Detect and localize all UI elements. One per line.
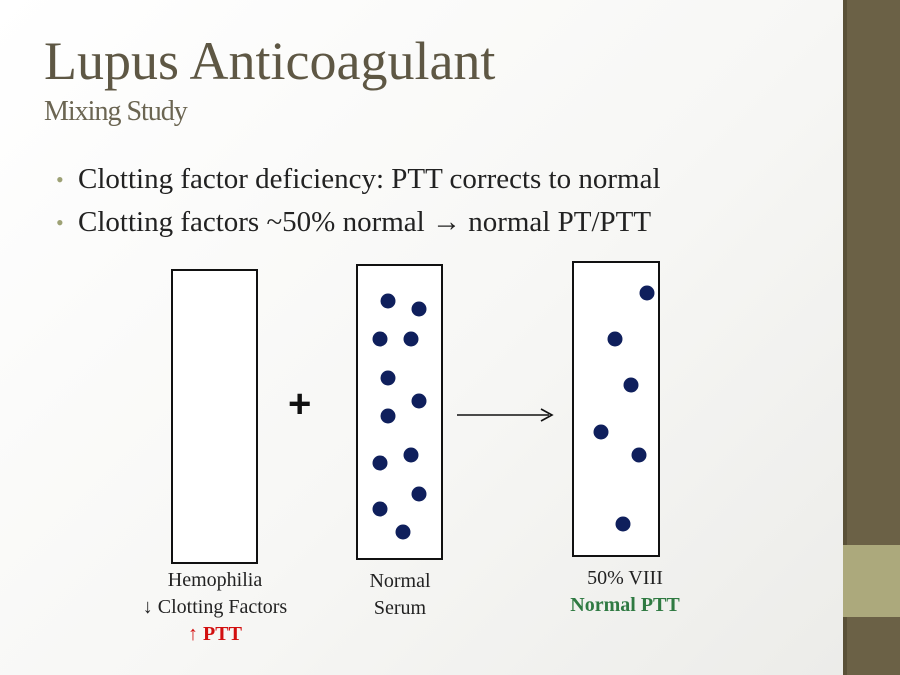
slide-sidebar xyxy=(843,0,900,675)
plus-operator: + xyxy=(288,382,312,426)
clotting-factor-dot xyxy=(607,331,623,347)
clotting-factor-dot xyxy=(615,516,631,532)
sidebar-accent-band xyxy=(843,545,900,617)
slide-subtitle: Mixing Study xyxy=(44,96,188,127)
arrow-head-icon xyxy=(540,408,554,422)
tube-mixed xyxy=(572,261,660,557)
clotting-factor-dot xyxy=(623,377,639,393)
diagram-marks xyxy=(372,285,655,540)
clotting-factor-dot xyxy=(380,408,396,424)
bullet-marker-icon: • xyxy=(56,167,64,192)
normal-serum-factor-dots xyxy=(372,293,427,540)
clotting-factor-dot xyxy=(631,447,647,463)
mixed-factor-dots xyxy=(593,285,655,532)
clotting-factor-dot xyxy=(372,455,388,471)
tube-hemophilia xyxy=(171,269,258,564)
caption-normal-serum: Normal Serum xyxy=(340,568,460,622)
sidebar-edge xyxy=(843,0,847,675)
caption-line: ↓ Clotting Factors xyxy=(142,596,288,618)
clotting-factor-dot xyxy=(593,424,609,440)
caption-ptt-elevated: ↑ PTT xyxy=(188,623,242,645)
bullet-item: • Clotting factor deficiency: PTT correc… xyxy=(56,158,661,201)
bullet-text: Clotting factors ~50% normal → normal PT… xyxy=(78,206,652,238)
clotting-factor-dot xyxy=(411,486,427,502)
bullet-list: • Clotting factor deficiency: PTT correc… xyxy=(56,158,661,244)
clotting-factor-dot xyxy=(380,370,396,386)
clotting-factor-dot xyxy=(372,501,388,517)
clotting-factor-dot xyxy=(372,331,388,347)
caption-line: Hemophilia xyxy=(167,569,263,591)
slide: Lupus Anticoagulant Mixing Study • Clott… xyxy=(0,0,843,675)
caption-line: Normal xyxy=(369,570,431,592)
slide-title: Lupus Anticoagulant xyxy=(44,31,496,91)
clotting-factor-dot xyxy=(403,447,419,463)
clotting-factor-dot xyxy=(639,285,655,301)
bullet-marker-icon: • xyxy=(56,210,64,235)
clotting-factor-dot xyxy=(395,524,411,540)
caption-normal-ptt: Normal PTT xyxy=(570,594,680,616)
caption-line: Serum xyxy=(373,597,427,619)
caption-hemophilia: Hemophilia ↓ Clotting Factors ↑ PTT xyxy=(130,567,300,648)
clotting-factor-dot xyxy=(380,293,396,309)
bullet-text: Clotting factor deficiency: PTT corrects… xyxy=(78,163,661,195)
clotting-factor-dot xyxy=(403,331,419,347)
caption-line: 50% VIII xyxy=(587,567,663,589)
clotting-factor-dot xyxy=(411,301,427,317)
clotting-factor-dot xyxy=(411,393,427,409)
bullet-item: • Clotting factors ~50% normal → normal … xyxy=(56,201,661,244)
caption-mixed: 50% VIII Normal PTT xyxy=(540,565,710,619)
tube-normal-serum xyxy=(356,264,443,560)
